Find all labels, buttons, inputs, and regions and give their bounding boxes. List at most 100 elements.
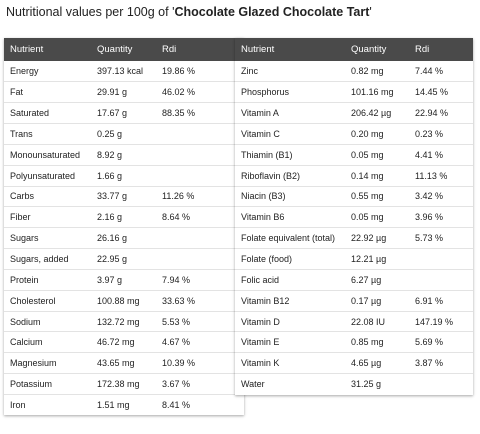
cell-quantity: 0.20 mg [345, 123, 409, 145]
cell-nutrient: Phosphorus [235, 81, 345, 103]
cell-nutrient: Vitamin B12 [235, 289, 345, 312]
cell-nutrient: Sodium [4, 310, 91, 332]
cell-quantity: 26.16 g [91, 227, 156, 249]
cell-nutrient: Fat [4, 81, 91, 103]
cell-quantity: 22.08 IU [345, 310, 409, 332]
cell-rdi [409, 373, 473, 395]
cell-rdi: 4.67 % [156, 331, 244, 353]
table-row: Vitamin A 206.42 µg 22.94 % [235, 102, 473, 124]
table-row: Calcium 46.72 mg 4.67 % [4, 331, 244, 353]
cell-nutrient: Saturated [4, 102, 91, 124]
cell-rdi: 6.91 % [409, 289, 473, 312]
cell-quantity: 2.16 g [91, 206, 156, 228]
cell-nutrient: Sugars, added [4, 248, 91, 270]
cell-quantity: 101.16 mg [345, 81, 409, 103]
cell-nutrient: Vitamin B6 [235, 206, 345, 228]
cell-rdi [409, 268, 473, 291]
header-nutrient: Nutrient [235, 38, 345, 61]
cell-nutrient: Carbs [4, 185, 91, 207]
table-row: Protein 3.97 g 7.94 % [4, 268, 244, 291]
cell-nutrient: Vitamin D [235, 310, 345, 332]
cell-nutrient: Folic acid [235, 268, 345, 291]
cell-nutrient: Protein [4, 268, 91, 291]
cell-nutrient: Vitamin E [235, 331, 345, 353]
cell-quantity: 46.72 mg [91, 331, 156, 353]
cell-rdi: 46.02 % [156, 81, 244, 103]
table-row: Folate (food) 12.21 µg [235, 248, 473, 270]
table-row: Riboflavin (B2) 0.14 mg 11.13 % [235, 164, 473, 187]
cell-nutrient: Monounsaturated [4, 143, 91, 166]
cell-rdi: 10.39 % [156, 352, 244, 374]
header-nutrient: Nutrient [4, 38, 91, 61]
table-row: Vitamin K 4.65 µg 3.87 % [235, 352, 473, 374]
cell-nutrient: Zinc [241, 66, 259, 77]
cell-nutrient: Energy [10, 66, 39, 77]
table-row: Niacin (B3) 0.55 mg 3.42 % [235, 185, 473, 207]
table-row: Thiamin (B1) 0.05 mg 4.41 % [235, 143, 473, 166]
cell-quantity: 43.65 mg [91, 352, 156, 374]
cell-quantity: 12.21 µg [345, 248, 409, 270]
table-row: Carbs 33.77 g 11.26 % [4, 185, 244, 207]
cell-quantity: 0.55 mg [345, 185, 409, 207]
cell-quantity: 132.72 mg [91, 310, 156, 332]
title-suffix: ' [369, 5, 372, 19]
table-header-row: Nutrient Quantity Rdi [4, 38, 244, 61]
cell-rdi: 5.69 % [409, 331, 473, 353]
cell-rdi: 7.44 % [415, 66, 444, 77]
table-row: Folic acid 6.27 µg [235, 268, 473, 291]
cell-rdi: 3.67 % [156, 373, 244, 395]
cell-rdi: 7.94 % [156, 268, 244, 291]
cell-nutrient: Iron [4, 394, 91, 416]
cell-quantity: 0.17 µg [345, 289, 409, 312]
cell-quantity: 397.13 kcal [97, 66, 144, 77]
cell-rdi: 8.41 % [156, 394, 244, 416]
table-row: Phosphorus 101.16 mg 14.45 % [235, 81, 473, 103]
cell-rdi: 33.63 % [156, 289, 244, 312]
table-row: Vitamin C 0.20 mg 0.23 % [235, 123, 473, 145]
cell-quantity: 17.67 g [91, 102, 156, 124]
cell-quantity: 29.91 g [91, 81, 156, 103]
cell-rdi: 5.53 % [156, 310, 244, 332]
cell-rdi: 8.64 % [156, 206, 244, 228]
cell-nutrient: Sugars [4, 227, 91, 249]
cell-rdi: 3.87 % [409, 352, 473, 374]
table-row: Saturated 17.67 g 88.35 % [4, 102, 244, 124]
cell-rdi: 3.96 % [409, 206, 473, 228]
cell-rdi: 11.13 % [409, 164, 473, 187]
table-row: Vitamin B6 0.05 mg 3.96 % [235, 206, 473, 228]
table-row: Sugars, added 22.95 g [4, 248, 244, 270]
cell-rdi [156, 123, 244, 145]
cell-rdi: 0.23 % [409, 123, 473, 145]
cell-rdi [156, 143, 244, 166]
cell-nutrient: Vitamin C [235, 123, 345, 145]
cell-quantity: 0.85 mg [345, 331, 409, 353]
cell-rdi [409, 248, 473, 270]
header-rdi: Rdi [409, 38, 473, 61]
table-row: Trans 0.25 g [4, 123, 244, 145]
table-row: Magnesium 43.65 mg 10.39 % [4, 352, 244, 374]
cell-nutrient: Riboflavin (B2) [235, 164, 345, 187]
cell-rdi: 3.42 % [409, 185, 473, 207]
cell-nutrient: Niacin (B3) [235, 185, 345, 207]
cell-rdi [156, 248, 244, 270]
nutrition-table-left-body: Energy 397.13 kcal 19.86 % Fat 29.91 g 46.02 … [4, 61, 244, 416]
table-row: Potassium 172.38 mg 3.67 % [4, 373, 244, 395]
cell-rdi: 88.35 % [156, 102, 244, 124]
cell-quantity: 100.88 mg [91, 289, 156, 312]
table-row: Vitamin E 0.85 mg 5.69 % [235, 331, 473, 353]
cell-nutrient: Fiber [4, 206, 91, 228]
cell-quantity: 1.51 mg [91, 394, 156, 416]
cell-nutrient: Vitamin K [235, 352, 345, 374]
cell-nutrient: Magnesium [4, 352, 91, 374]
cell-quantity: 8.92 g [91, 143, 156, 166]
cell-rdi: 11.26 % [156, 185, 244, 207]
cell-nutrient: Trans [4, 123, 91, 145]
recipe-name: Chocolate Glazed Chocolate Tart [174, 5, 370, 19]
cell-rdi [156, 164, 244, 187]
cell-quantity: 31.25 g [345, 373, 409, 395]
cell-nutrient: Folate (food) [235, 248, 345, 270]
cell-rdi: 147.19 % [409, 310, 473, 332]
cell-quantity: 22.95 g [91, 248, 156, 270]
header-rdi: Rdi [156, 38, 244, 61]
table-row: Energy 397.13 kcal 19.86 % [4, 61, 244, 82]
